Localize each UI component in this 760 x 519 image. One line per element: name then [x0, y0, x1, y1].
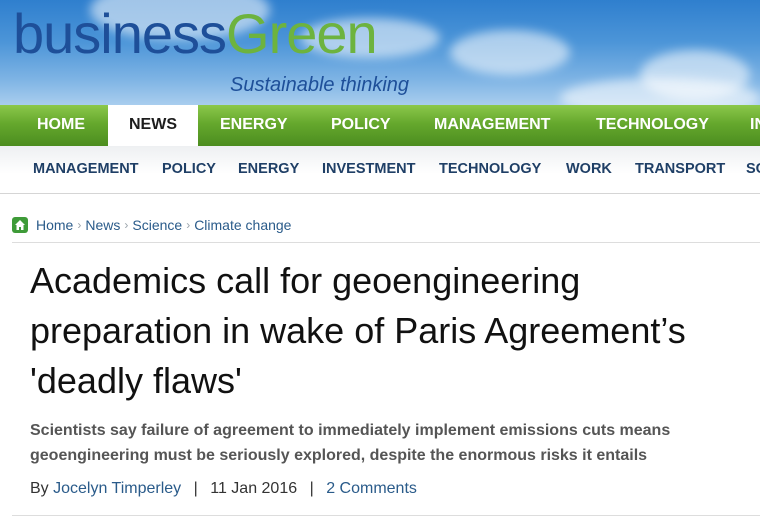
nav-technology[interactable]: TECHNOLOGY: [596, 116, 709, 133]
cloud: [560, 78, 760, 105]
masthead: businessGreen Sustainable thinking: [0, 0, 760, 105]
byline-separator: |: [309, 480, 314, 497]
nav-energy[interactable]: ENERGY: [220, 116, 288, 133]
author-link[interactable]: Jocelyn Timperley: [53, 480, 182, 497]
subnav-management[interactable]: MANAGEMENT: [33, 161, 139, 177]
breadcrumb-home[interactable]: Home: [36, 217, 74, 233]
secondary-nav: MANAGEMENT POLICY ENERGY INVESTMENT TECH…: [0, 146, 760, 194]
nav-news[interactable]: NEWS: [108, 105, 198, 146]
divider: [12, 515, 760, 516]
subnav-more[interactable]: SC: [746, 161, 760, 177]
chevron-right-icon: ›: [186, 218, 191, 232]
article-standfirst: Scientists say failure of agreement to i…: [30, 422, 671, 464]
subnav-policy[interactable]: POLICY: [162, 161, 216, 177]
nav-policy[interactable]: POLICY: [331, 116, 391, 133]
logo-text-green: Green: [226, 2, 378, 65]
divider: [12, 242, 760, 243]
article-title: Academics call for geoengineering prepar…: [30, 260, 686, 401]
logo-text-business: business: [13, 2, 227, 65]
cloud: [300, 18, 440, 58]
tagline: Sustainable thinking: [230, 74, 410, 96]
breadcrumb-climate-change[interactable]: Climate change: [194, 217, 292, 233]
byline-separator: |: [193, 480, 198, 497]
chevron-right-icon: ›: [77, 218, 82, 232]
cloud: [450, 30, 570, 75]
chevron-right-icon: ›: [124, 218, 129, 232]
byline-prefix: By: [30, 480, 49, 497]
nav-management[interactable]: MANAGEMENT: [434, 116, 551, 133]
nav-more[interactable]: IN: [750, 116, 760, 133]
article-date: 11 Jan 2016: [210, 480, 298, 497]
home-icon[interactable]: [12, 217, 28, 233]
subnav-energy[interactable]: ENERGY: [238, 161, 300, 177]
subnav-work[interactable]: WORK: [566, 161, 612, 177]
subnav-technology[interactable]: TECHNOLOGY: [439, 161, 542, 177]
byline: By Jocelyn Timperley | 11 Jan 2016 | 2 C…: [30, 480, 417, 498]
breadcrumb: Home › News › Science › Climate change: [12, 215, 291, 235]
comments-link[interactable]: 2 Comments: [326, 480, 417, 497]
breadcrumb-news[interactable]: News: [85, 217, 121, 233]
nav-home[interactable]: HOME: [37, 116, 85, 133]
primary-nav: HOME NEWS ENERGY POLICY MANAGEMENT TECHN…: [0, 105, 760, 146]
breadcrumb-science[interactable]: Science: [132, 217, 183, 233]
subnav-investment[interactable]: INVESTMENT: [322, 161, 416, 177]
site-logo[interactable]: businessGreen: [13, 6, 378, 62]
subnav-transport[interactable]: TRANSPORT: [635, 161, 726, 177]
